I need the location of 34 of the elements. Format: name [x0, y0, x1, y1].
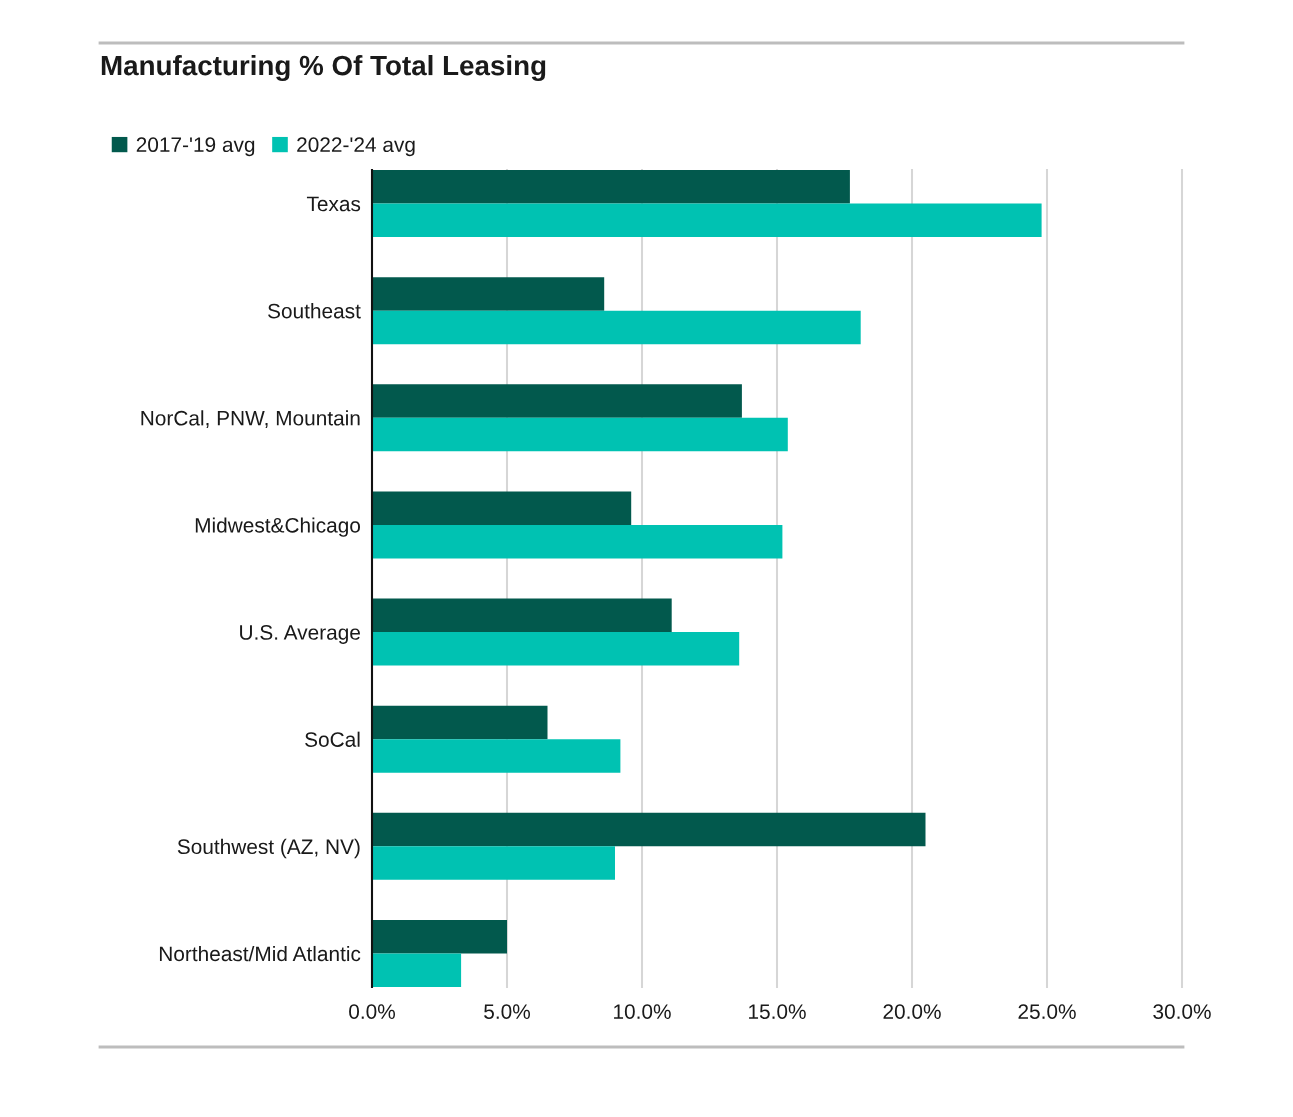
bar — [372, 310, 861, 345]
x-tick-label: 0.0% — [349, 1004, 395, 1019]
bar — [372, 277, 605, 311]
bar — [372, 417, 788, 452]
y-tick-label: U.S. Average — [240, 625, 360, 644]
x-tick-label: 30.0% — [1153, 1004, 1211, 1019]
bar — [372, 739, 621, 773]
y-tick-label: Southeast — [268, 303, 361, 319]
bar — [372, 524, 783, 559]
y-tick-label: Northeast/Mid Atlantic — [159, 945, 361, 962]
y-tick-label: Midwest&Chicago — [195, 517, 361, 537]
bar — [372, 919, 507, 954]
chart-title: Manufacturing % Of Total Leasing — [101, 54, 546, 82]
bar — [372, 491, 632, 525]
bar — [372, 705, 548, 740]
bar — [372, 953, 462, 987]
y-tick-label: Texas — [306, 196, 361, 212]
x-tick-label: 15.0% — [749, 1004, 806, 1019]
bar — [372, 812, 926, 847]
x-tick-label: 25.0% — [1018, 1004, 1076, 1019]
y-tick-label: SoCal — [305, 731, 360, 747]
bar — [372, 598, 672, 633]
x-tick-label: 20.0% — [883, 1004, 941, 1019]
bar — [372, 846, 615, 880]
bar — [372, 384, 742, 418]
y-tick-label: Southwest (AZ, NV) — [177, 838, 360, 859]
bar — [372, 170, 850, 204]
bar — [372, 632, 740, 666]
x-tick-label: 10.0% — [614, 1004, 671, 1019]
bar — [372, 203, 1042, 238]
y-tick-label: NorCal, PNW, Mountain — [141, 410, 360, 429]
legend-label: 2022-'24 avg — [297, 137, 415, 157]
x-tick-label: 5.0% — [484, 1004, 530, 1019]
legend-label: 2017-'19 avg — [136, 137, 255, 157]
